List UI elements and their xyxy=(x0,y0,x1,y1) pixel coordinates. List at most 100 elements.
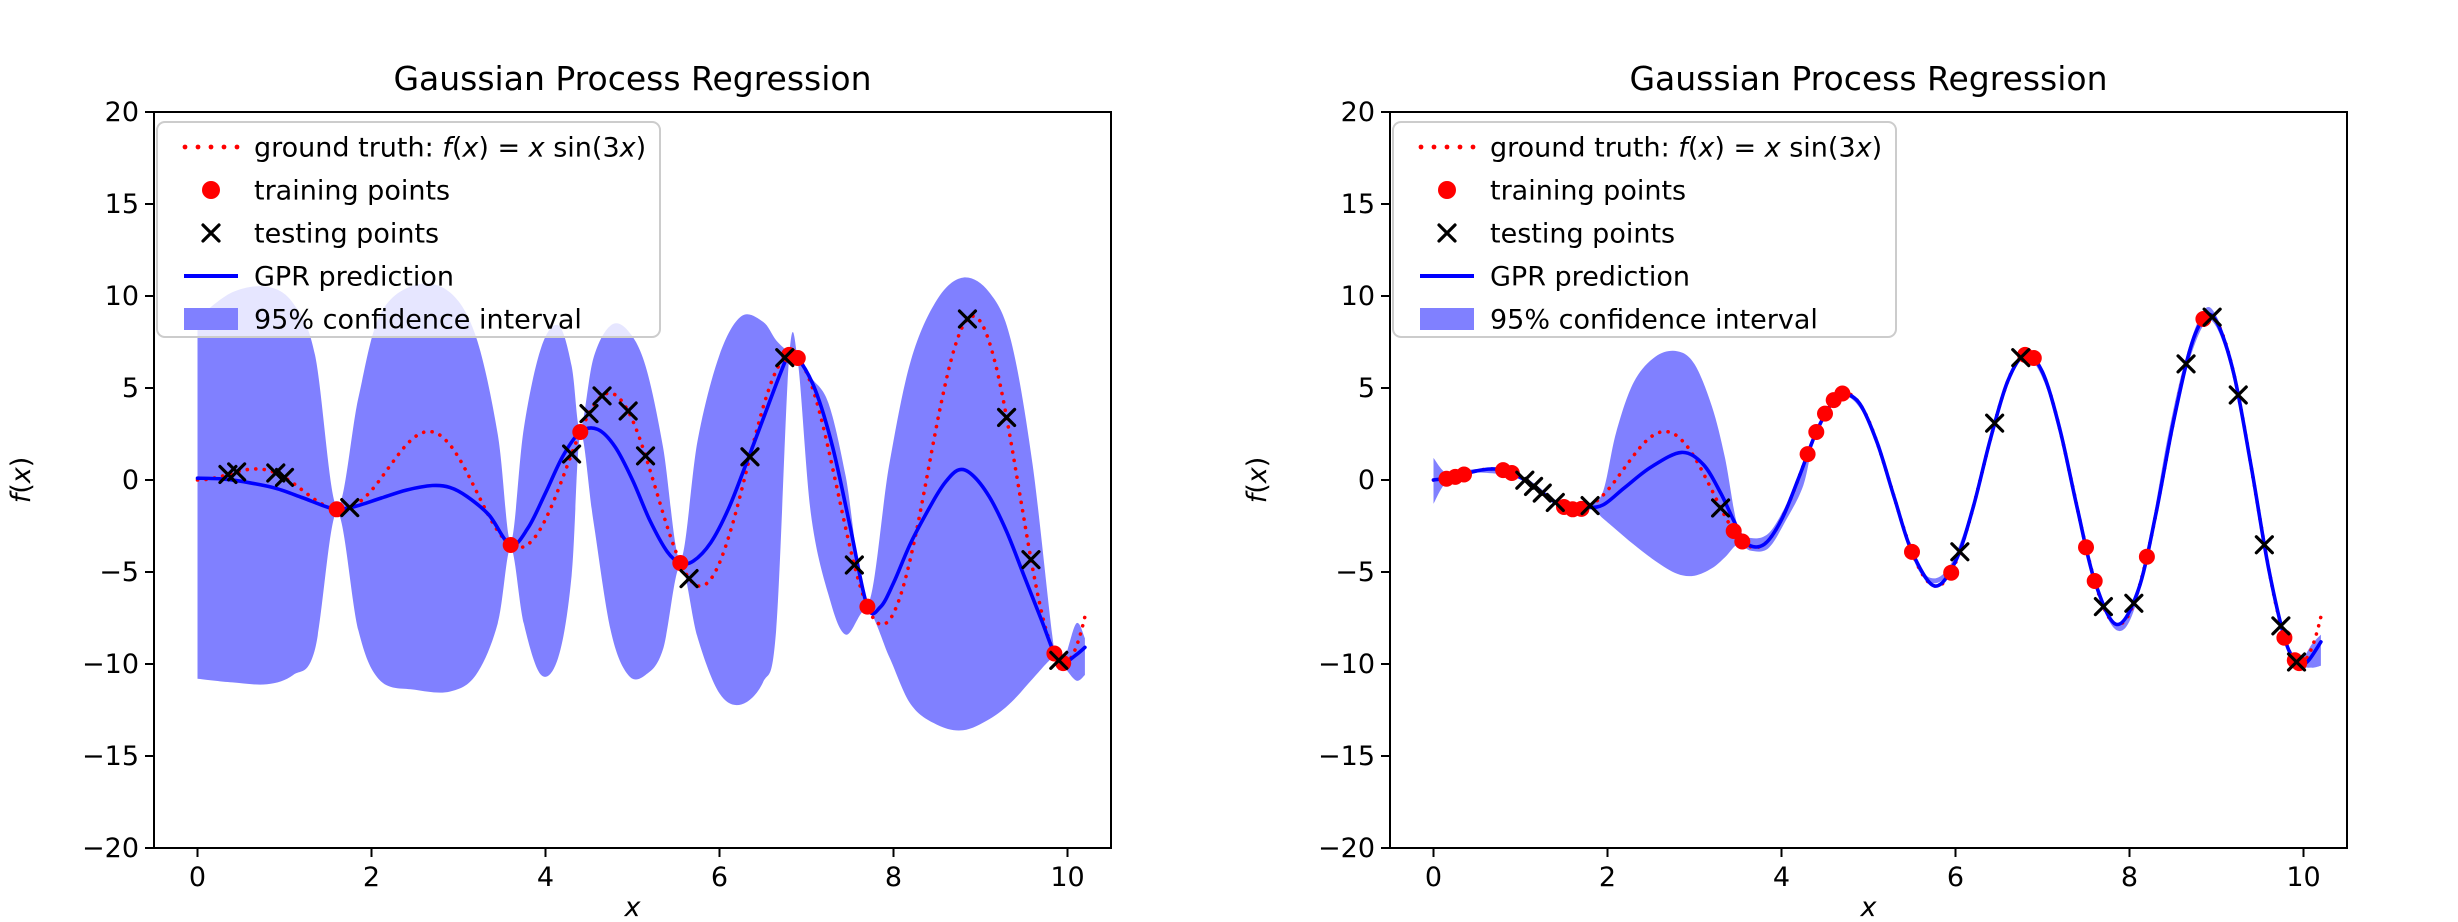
legend-label: training points xyxy=(254,176,450,207)
legend-label: 95% confidence interval xyxy=(254,305,582,336)
testing-point xyxy=(679,569,699,589)
training-point xyxy=(859,598,876,615)
legend-swatch-cross xyxy=(201,223,221,243)
x-tick-label: 8 xyxy=(885,862,902,893)
testing-point xyxy=(2271,616,2291,636)
y-tick-label: −20 xyxy=(82,833,139,864)
x-axis-label: x xyxy=(1860,892,1878,922)
legend: ground truth: f(x) = x sin(3x) training p… xyxy=(1392,121,1897,338)
label-segment: ) xyxy=(6,457,37,468)
y-tick-label: −10 xyxy=(1318,649,1375,680)
training-point xyxy=(1734,533,1751,550)
x-tick-label: 2 xyxy=(1599,862,1616,893)
training-point xyxy=(2078,539,2094,556)
testing-point xyxy=(2228,385,2248,405)
x-tick-label: 0 xyxy=(189,862,206,893)
legend-swatch-dotted-line xyxy=(195,144,201,150)
plot-title: Gaussian Process Regression xyxy=(393,59,871,98)
x-tick-label: 0 xyxy=(1425,862,1442,893)
testing-point xyxy=(618,401,638,421)
testing-point xyxy=(2093,596,2113,617)
label-segment: ( xyxy=(452,133,463,164)
legend-label: 95% confidence interval xyxy=(1490,305,1818,336)
label-segment: ground truth: xyxy=(254,133,442,164)
training-point xyxy=(672,555,689,571)
testing-point xyxy=(740,447,760,467)
testing-point xyxy=(1950,542,1970,562)
training-point xyxy=(1799,446,1816,463)
testing-point xyxy=(592,386,612,406)
training-point xyxy=(2276,629,2293,646)
legend-label: GPR prediction xyxy=(1490,262,1690,293)
legend-swatch-dotted-line xyxy=(182,144,188,150)
testing-point xyxy=(266,463,286,483)
subplot-1: 0 2 4 6 8 10 20 15 10 5 0 −5 −10 −15 −20 Gaussian Proce… xyxy=(1242,59,2348,922)
x-axis-label: x xyxy=(624,892,642,922)
testing-point xyxy=(274,467,295,488)
label-segment: x xyxy=(1855,133,1873,164)
label-segment: ( xyxy=(6,483,37,494)
y-tick-label: 0 xyxy=(122,465,139,496)
x-tick-label: 10 xyxy=(1050,862,1084,893)
legend-label: training points xyxy=(1490,176,1686,207)
x-tick-label: 8 xyxy=(2121,862,2138,893)
training-point xyxy=(1904,543,1920,560)
training-point xyxy=(789,350,806,366)
label-segment: x xyxy=(528,133,546,164)
legend: ground truth: f(x) = x sin(3x) training p… xyxy=(156,121,661,338)
legend-label: testing points xyxy=(254,219,439,250)
legend-swatch-dotted-line xyxy=(234,144,240,150)
testing-point xyxy=(562,444,582,464)
y-axis-label: f(x) xyxy=(6,457,37,504)
training-point xyxy=(2086,573,2103,589)
legend-box xyxy=(1392,121,1897,338)
gpr-prediction-curve xyxy=(195,351,1087,665)
confidence-band xyxy=(1433,306,2321,668)
testing-point xyxy=(2176,354,2196,374)
label-segment: ( xyxy=(1688,133,1699,164)
label-segment: x xyxy=(461,133,479,164)
legend-swatch-dotted-line xyxy=(1418,144,1424,150)
testing-point xyxy=(1532,483,1552,503)
legend-swatch-dotted-line xyxy=(1431,144,1437,150)
legend-swatch-dot xyxy=(202,181,220,199)
training-point xyxy=(1503,465,1520,481)
y-tick-label: −20 xyxy=(1318,833,1375,864)
testing-point xyxy=(957,309,978,329)
label-segment: x xyxy=(619,133,637,164)
legend-label: ground truth: f(x) = x sin(3x) xyxy=(254,133,646,164)
x-tick-label: 6 xyxy=(1947,862,1964,893)
training-point xyxy=(1817,405,1833,422)
legend-label: testing points xyxy=(1490,219,1675,250)
training-point xyxy=(2025,350,2042,366)
label-segment: ground truth: xyxy=(1490,133,1678,164)
x-tick-label: 6 xyxy=(711,862,728,893)
testing-point xyxy=(635,446,656,466)
x-tick-label: 4 xyxy=(537,862,554,893)
testing-point xyxy=(1545,492,1565,513)
label-segment: ) = xyxy=(478,133,528,164)
legend-swatch-dotted-line xyxy=(221,144,227,150)
training-point xyxy=(1573,500,1590,517)
label-segment: x xyxy=(1242,466,1273,484)
y-tick-label: 0 xyxy=(1358,465,1375,496)
testing-point xyxy=(340,498,360,518)
testing-point xyxy=(2202,307,2222,327)
label-segment: x xyxy=(1697,133,1715,164)
legend-swatch-dotted-line xyxy=(1457,144,1463,150)
legend-box xyxy=(156,121,661,338)
training-point xyxy=(1808,424,1825,440)
legend-label: GPR prediction xyxy=(254,262,454,293)
y-tick-label: 20 xyxy=(1341,97,1375,128)
legend-swatch-cross xyxy=(1437,223,1457,243)
testing-point xyxy=(2254,535,2274,555)
subplot-0: 0 2 4 6 8 10 20 15 10 5 0 −5 −10 −15 −20 Gaussian Proce… xyxy=(6,59,1112,922)
x-tick-label: 2 xyxy=(363,862,380,893)
label-segment: sin(3 xyxy=(545,133,620,164)
label-segment: ( xyxy=(1242,483,1273,494)
y-tick-label: −5 xyxy=(1335,557,1375,588)
testing-point xyxy=(227,462,247,482)
testing-point xyxy=(775,348,795,368)
